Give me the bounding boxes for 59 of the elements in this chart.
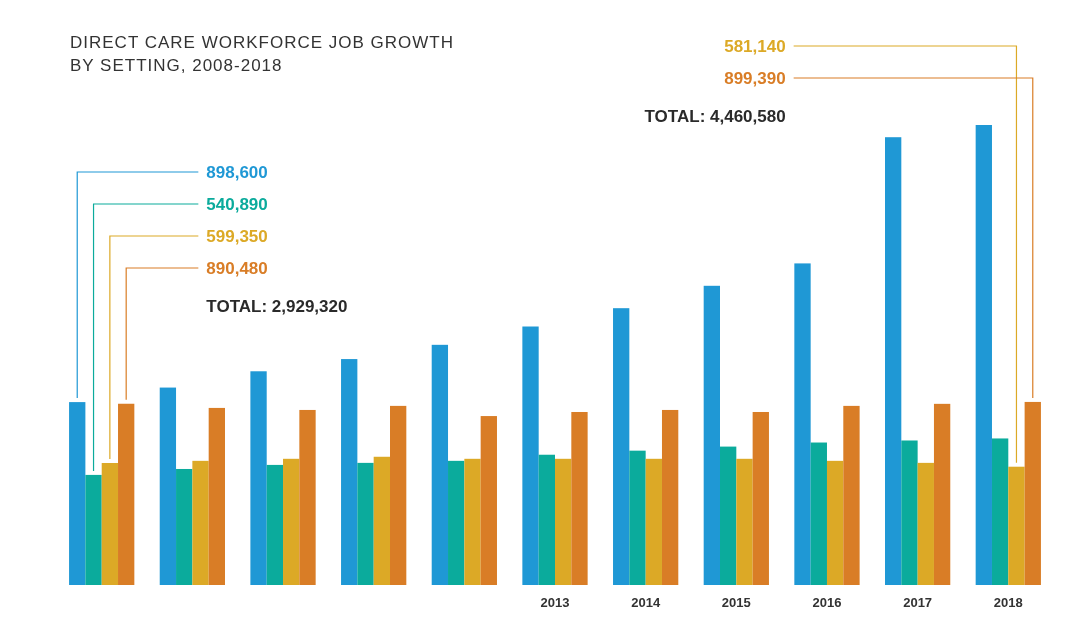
bar bbox=[373, 456, 390, 585]
x-tick-label: 2015 bbox=[721, 595, 751, 610]
bar bbox=[69, 402, 86, 585]
bar bbox=[480, 416, 497, 585]
bar bbox=[1024, 401, 1041, 585]
x-tick-label: 2016 bbox=[812, 595, 842, 610]
bar bbox=[975, 125, 992, 585]
bar bbox=[720, 446, 737, 585]
bar bbox=[752, 411, 769, 585]
bar bbox=[250, 371, 267, 585]
bar bbox=[843, 405, 860, 585]
bar bbox=[159, 387, 177, 585]
bar bbox=[357, 462, 374, 585]
bar bbox=[794, 263, 811, 585]
data-label: 898,600 bbox=[206, 163, 268, 182]
bar bbox=[661, 409, 679, 585]
bar bbox=[192, 460, 209, 585]
x-tick-label: 2013 bbox=[540, 595, 570, 610]
annotation: TOTAL: 4,460,580 bbox=[644, 107, 786, 126]
bar bbox=[885, 137, 902, 585]
bar bbox=[283, 458, 300, 585]
bar bbox=[390, 405, 407, 585]
bar bbox=[571, 411, 588, 585]
data-label: 899,390 bbox=[724, 69, 786, 88]
data-label: 581,140 bbox=[724, 37, 786, 56]
bar bbox=[826, 460, 844, 585]
bar bbox=[341, 359, 358, 585]
bar bbox=[266, 464, 284, 585]
bar bbox=[448, 460, 465, 585]
bar bbox=[703, 285, 720, 585]
bar bbox=[538, 454, 555, 585]
bar bbox=[917, 462, 934, 585]
data-label: 890,480 bbox=[206, 259, 268, 278]
bar bbox=[613, 308, 630, 585]
x-tick-label: 2018 bbox=[993, 595, 1023, 610]
bar bbox=[991, 438, 1009, 585]
annotation: TOTAL: 2,929,320 bbox=[206, 297, 348, 316]
bar bbox=[299, 409, 316, 585]
bar bbox=[810, 442, 827, 585]
bar bbox=[901, 440, 918, 585]
x-tick-label: 2017 bbox=[903, 595, 933, 610]
bar bbox=[118, 403, 135, 585]
bar bbox=[1008, 466, 1025, 585]
bar bbox=[101, 463, 119, 585]
bar bbox=[736, 458, 753, 585]
bar bbox=[208, 407, 225, 585]
bar bbox=[431, 344, 449, 585]
chart-title: DIRECT CARE WORKFORCE JOB GROWTH BY SETTING, 2008-2018 bbox=[70, 33, 454, 75]
bar bbox=[629, 450, 646, 585]
x-tick-label: 2014 bbox=[631, 595, 661, 610]
bar bbox=[176, 468, 193, 585]
bar bbox=[555, 458, 572, 585]
bar bbox=[933, 403, 951, 585]
bar bbox=[85, 474, 102, 585]
data-label: 599,350 bbox=[206, 227, 268, 246]
bar bbox=[464, 458, 481, 585]
bar bbox=[645, 458, 662, 585]
bar bbox=[522, 326, 539, 585]
data-label: 540,890 bbox=[206, 195, 268, 214]
